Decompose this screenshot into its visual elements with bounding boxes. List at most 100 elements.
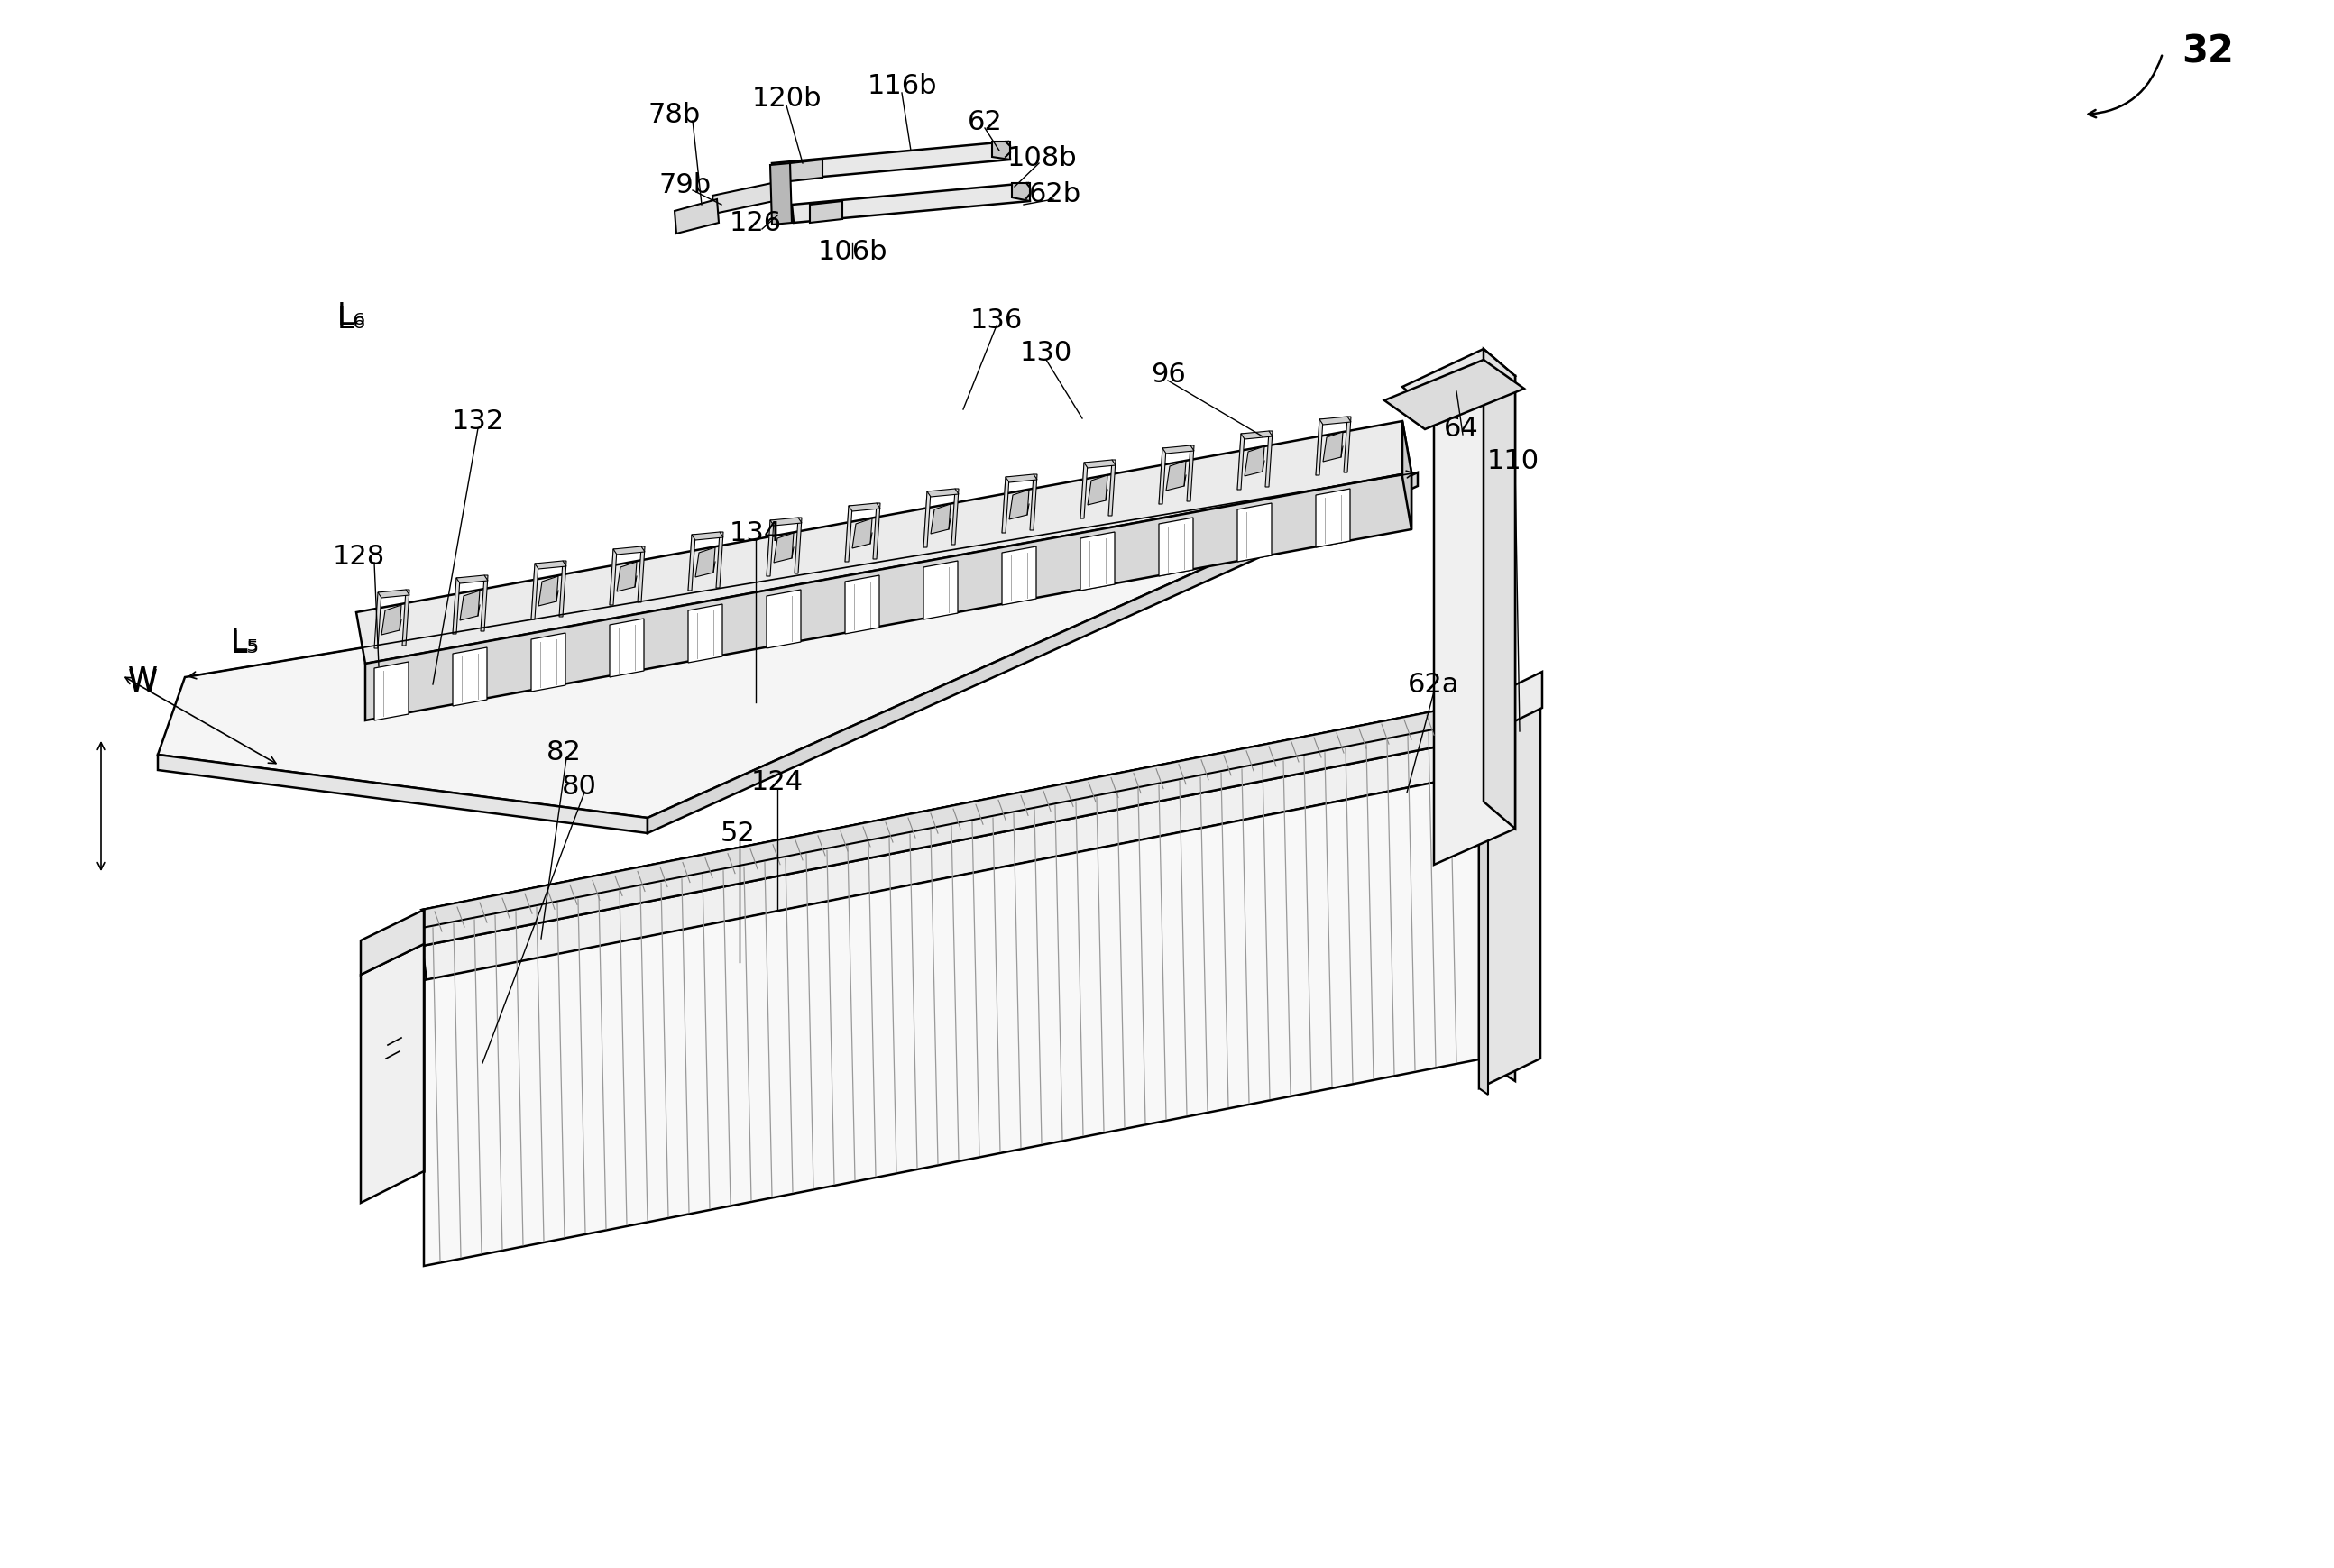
Polygon shape: [766, 521, 775, 577]
Text: 108b: 108b: [1006, 144, 1076, 171]
Text: L₅: L₅: [231, 627, 259, 657]
Text: 124: 124: [752, 770, 803, 795]
Polygon shape: [850, 503, 880, 511]
Polygon shape: [927, 489, 959, 497]
Text: 80: 80: [562, 773, 598, 800]
Polygon shape: [766, 590, 801, 649]
Polygon shape: [1323, 433, 1342, 463]
Polygon shape: [696, 547, 714, 577]
Polygon shape: [717, 533, 724, 588]
Polygon shape: [532, 564, 539, 619]
Polygon shape: [775, 533, 794, 563]
Polygon shape: [378, 590, 408, 599]
Polygon shape: [770, 517, 803, 527]
Polygon shape: [1188, 445, 1195, 502]
Polygon shape: [952, 489, 959, 546]
Text: 110: 110: [1487, 448, 1540, 475]
Polygon shape: [794, 517, 803, 574]
Text: 96: 96: [1151, 361, 1186, 387]
Text: 132: 132: [453, 409, 504, 434]
Polygon shape: [770, 165, 791, 226]
Polygon shape: [852, 519, 873, 549]
Polygon shape: [460, 591, 481, 621]
Text: 134: 134: [731, 521, 782, 547]
Polygon shape: [689, 535, 696, 591]
Polygon shape: [1403, 350, 1515, 414]
Text: 78b: 78b: [649, 102, 700, 129]
Text: 62b: 62b: [1029, 180, 1081, 207]
Polygon shape: [1083, 461, 1116, 469]
Polygon shape: [159, 756, 647, 834]
Polygon shape: [1006, 475, 1036, 483]
Text: W: W: [128, 668, 156, 698]
Polygon shape: [539, 577, 558, 607]
Polygon shape: [453, 579, 460, 635]
Polygon shape: [1160, 517, 1193, 577]
Polygon shape: [373, 593, 380, 649]
Polygon shape: [1316, 489, 1349, 547]
Text: L₅: L₅: [231, 629, 259, 659]
Polygon shape: [453, 648, 488, 707]
Polygon shape: [357, 422, 1412, 665]
Polygon shape: [481, 575, 488, 632]
Text: 62a: 62a: [1407, 671, 1459, 698]
Text: 79b: 79b: [658, 171, 712, 198]
Text: 128: 128: [334, 544, 385, 571]
Polygon shape: [1403, 422, 1412, 530]
Polygon shape: [457, 575, 488, 583]
Polygon shape: [1081, 533, 1116, 591]
Polygon shape: [1480, 702, 1487, 779]
Polygon shape: [1160, 448, 1167, 505]
Polygon shape: [1013, 183, 1029, 202]
Polygon shape: [810, 202, 843, 224]
Polygon shape: [1316, 420, 1323, 475]
Text: L₆: L₆: [338, 301, 366, 331]
Polygon shape: [1088, 475, 1106, 505]
Text: 116b: 116b: [866, 74, 936, 100]
Text: 136: 136: [971, 307, 1022, 332]
Polygon shape: [1001, 547, 1036, 605]
Polygon shape: [1480, 673, 1543, 739]
Polygon shape: [791, 183, 1029, 224]
Text: W: W: [128, 665, 156, 695]
Text: 64: 64: [1442, 416, 1477, 441]
Polygon shape: [1480, 739, 1489, 1094]
Polygon shape: [422, 702, 1480, 946]
Polygon shape: [924, 561, 957, 619]
Polygon shape: [675, 201, 719, 234]
Polygon shape: [532, 633, 565, 691]
Text: 82: 82: [546, 740, 581, 765]
Text: 62: 62: [966, 108, 1001, 135]
Polygon shape: [931, 505, 950, 535]
Polygon shape: [873, 503, 880, 560]
Polygon shape: [1001, 478, 1008, 533]
Polygon shape: [691, 533, 724, 541]
Text: 130: 130: [1020, 340, 1071, 367]
Polygon shape: [789, 160, 822, 182]
Polygon shape: [1480, 709, 1540, 1088]
Polygon shape: [1162, 445, 1195, 455]
Polygon shape: [362, 909, 425, 975]
Text: 120b: 120b: [752, 86, 822, 113]
Polygon shape: [845, 506, 852, 563]
Polygon shape: [1242, 431, 1272, 439]
Polygon shape: [560, 561, 567, 618]
Polygon shape: [362, 944, 425, 1203]
Polygon shape: [1109, 461, 1116, 516]
Polygon shape: [609, 550, 616, 605]
Polygon shape: [1480, 702, 1515, 1082]
Polygon shape: [1484, 350, 1515, 829]
Polygon shape: [1265, 431, 1272, 488]
Text: 32: 32: [2182, 33, 2234, 71]
Polygon shape: [1237, 503, 1272, 563]
Polygon shape: [773, 143, 1011, 182]
Polygon shape: [992, 143, 1011, 160]
Polygon shape: [1319, 417, 1351, 425]
Polygon shape: [609, 619, 644, 677]
Text: L₆: L₆: [338, 306, 366, 336]
Polygon shape: [159, 474, 1417, 818]
Polygon shape: [422, 739, 1484, 980]
Polygon shape: [364, 474, 1412, 721]
Polygon shape: [1344, 417, 1351, 474]
Polygon shape: [712, 183, 775, 215]
